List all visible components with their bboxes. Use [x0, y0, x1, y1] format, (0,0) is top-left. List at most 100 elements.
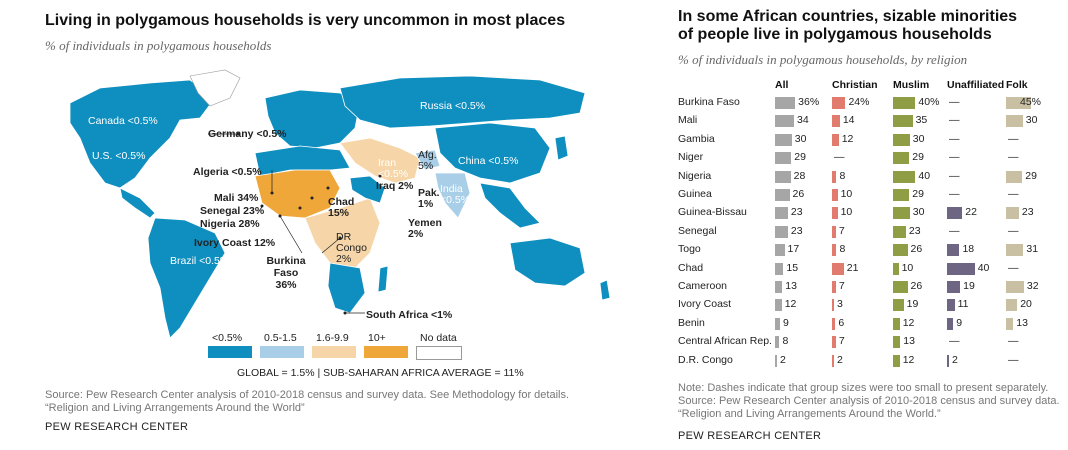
bar-all — [775, 317, 781, 330]
bar-unaffiliated — [947, 244, 960, 257]
bar-unaffiliated — [947, 207, 963, 220]
label-china: China <0.5% — [458, 155, 519, 167]
value-dash: — — [1008, 353, 1019, 366]
japan-shape — [554, 135, 569, 161]
label-nigeria: Nigeria 28% — [200, 218, 260, 230]
bar-label: 10 — [840, 188, 853, 200]
legend-label-0: <0.5% — [212, 332, 243, 344]
value-dash: — — [949, 169, 960, 182]
bar-folk — [1006, 317, 1014, 330]
label-us: U.S. <0.5% — [92, 150, 146, 162]
bar-label: 12 — [784, 298, 797, 311]
bar-label: 2 — [837, 353, 843, 366]
label-pak: Pak. 1% — [418, 187, 440, 210]
bar-christian — [832, 317, 836, 330]
legend-swatch-0 — [208, 346, 252, 358]
chart-title-line1: In some African countries, sizable minor… — [678, 8, 1018, 25]
header-muslim: Muslim — [893, 79, 930, 91]
bar-christian — [832, 170, 837, 183]
bar-label: 20 — [1020, 298, 1032, 311]
bar-label: 3 — [837, 298, 843, 311]
bar-muslim — [893, 317, 900, 330]
bar-all — [775, 97, 796, 109]
bar-label: 19 — [906, 298, 919, 311]
bar-muslim — [893, 97, 916, 109]
bar-label: 8 — [839, 243, 846, 256]
country-label: Senegal — [678, 224, 717, 237]
country-label: Nigeria — [678, 169, 712, 182]
bar-label: 34 — [797, 114, 809, 127]
value-dash: — — [949, 188, 960, 200]
bar-label: 28 — [793, 169, 806, 182]
bar-label: 40 — [918, 169, 931, 182]
map-source: Source: Pew Research Center analysis of … — [45, 389, 570, 401]
country-label: Niger — [678, 151, 704, 164]
bar-label: 31 — [1026, 243, 1039, 256]
bar-all — [775, 281, 783, 293]
label-germany: Germany <0.5% — [208, 128, 287, 140]
map-subtitle: % of individuals in polygamous household… — [45, 38, 272, 53]
value-dash: — — [949, 151, 960, 164]
bar-muslim — [893, 299, 904, 312]
bar-unaffiliated — [947, 262, 975, 275]
bar-folk — [1006, 281, 1024, 293]
bar-label: 24% — [848, 96, 870, 108]
label-algeria: Algeria <0.5% — [193, 166, 262, 178]
bar-christian — [832, 133, 839, 146]
bar-label: 7 — [838, 224, 845, 237]
bar-label: 13 — [1016, 316, 1028, 329]
map-source-report: “Religion and Living Arrangements Around… — [45, 402, 305, 414]
label-senegal: Senegal 23% — [200, 205, 265, 217]
bar-all — [775, 225, 788, 238]
bar-all — [775, 133, 792, 146]
bar-label: 30 — [912, 206, 925, 219]
bar-label: 8 — [782, 335, 789, 348]
value-dash: — — [949, 96, 960, 108]
map-title: Living in polygamous households is very … — [45, 12, 566, 29]
country-label: Guinea-Bissau — [678, 206, 747, 219]
country-label: Central African Rep. — [678, 335, 772, 348]
bar-label: 15 — [786, 261, 799, 274]
bar-christian — [832, 115, 840, 128]
bar-label: 6 — [838, 316, 845, 329]
madagascar-shape — [377, 265, 389, 293]
bar-label: 17 — [787, 243, 800, 256]
global-average: GLOBAL = 1.5% | SUB-SAHARAN AFRICA AVERA… — [237, 367, 524, 379]
bar-label: 40% — [918, 96, 940, 108]
bar-christian — [832, 354, 834, 367]
bar-unaffiliated — [947, 299, 955, 312]
country-label: Cameroon — [678, 280, 728, 292]
bar-christian — [832, 336, 836, 349]
middle-east-shape — [339, 137, 421, 184]
bar-unaffiliated — [947, 281, 961, 293]
bar-label: 2 — [952, 353, 958, 366]
bar-unaffiliated — [947, 317, 954, 330]
value-dash: — — [1008, 188, 1019, 200]
bar-label: 23 — [1021, 206, 1034, 219]
bar-muslim — [893, 281, 908, 293]
north-america-shape — [69, 79, 216, 189]
bar-muslim — [893, 189, 910, 201]
label-india: India <0.5% — [440, 183, 471, 206]
country-label: Ivory Coast — [678, 298, 732, 311]
chart-source-report: “Religion and Living Arrangements Around… — [678, 408, 941, 420]
chart-subtitle: % of individuals in polygamous household… — [678, 52, 968, 67]
country-label: Guinea — [678, 188, 712, 200]
bar-christian — [832, 225, 836, 238]
country-label: Benin — [678, 316, 705, 329]
world-map — [69, 69, 611, 339]
bar-muslim — [893, 244, 908, 257]
bar-muslim — [893, 336, 901, 349]
map-brand: PEW RESEARCH CENTER — [45, 421, 189, 433]
country-label: D.R. Congo — [678, 353, 733, 366]
southern-africa-shape — [327, 262, 366, 314]
label-iraq: Iraq 2% — [376, 180, 414, 192]
bar-label: 12 — [841, 132, 854, 145]
bar-christian — [832, 299, 834, 312]
china-shape — [434, 122, 551, 184]
bar-label: 12 — [902, 316, 915, 329]
bar-muslim — [893, 262, 899, 275]
bar-all — [775, 152, 792, 165]
bar-folk — [1006, 97, 1032, 109]
label-chad: Chad 15% — [328, 196, 355, 219]
